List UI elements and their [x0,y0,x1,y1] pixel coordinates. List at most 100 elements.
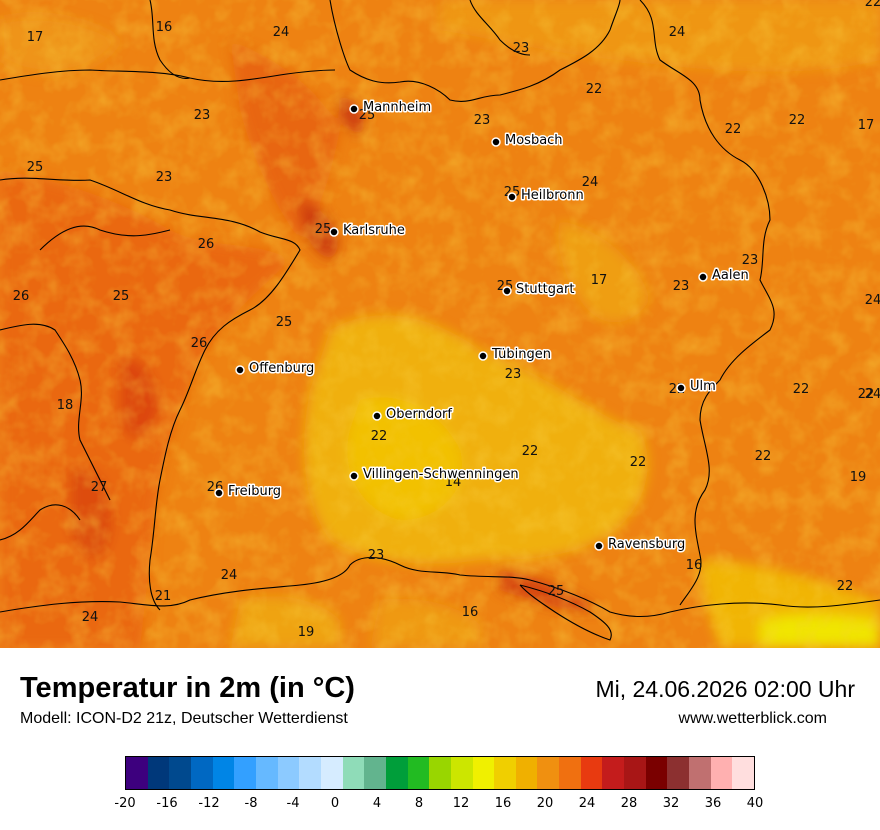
city-label: Aalen [712,268,749,283]
color-scale-segment [689,757,711,789]
city-dot [491,137,501,147]
color-scale-segment [515,757,538,789]
color-scale-segment [624,757,646,789]
temperature-label: 25 [359,108,376,123]
temperature-label: 16 [156,20,173,35]
temperature-label: 22 [725,122,742,137]
city-ravensburg: Ravensburg [594,536,687,554]
color-scale-segment [364,757,386,789]
city-mosbach: Mosbach [491,132,564,150]
color-scale-segment [212,757,235,789]
temperature-label: 16 [462,605,479,620]
color-scale-segment [320,757,343,789]
color-scale-tick-label: 20 [536,796,554,811]
color-scale-tick-label: 12 [452,796,470,811]
color-scale-tick-label: 40 [746,796,764,811]
city-heilbronn: Heilbronn [507,187,585,205]
color-scale-ticks: -20 -16 -12 -8 -4 0 4 8 12 16 20 24 28 32 36 40 [114,796,763,816]
temperature-label: 25 [113,289,130,304]
city-dot [502,286,512,296]
color-scale-segment [537,757,560,789]
color-scale-segment [234,757,256,789]
temperature-label: 22 [630,455,647,470]
map-footer: Temperatur in 2m (in °C) Modell: ICON-D2… [0,648,880,830]
city-freiburg: Freiburg [214,483,283,501]
color-scale-segment [450,757,473,789]
temperature-label: 22 [865,0,880,10]
temperature-label: 23 [673,279,690,294]
city-dot [214,488,224,498]
temperature-label: 26 [198,237,215,252]
city-mannheim: Mannheim [349,99,433,117]
color-scale-tick-label: -12 [198,796,220,811]
temperature-label: 22 [789,113,806,128]
color-scale-tick-label: 24 [578,796,596,811]
color-scale-tick-label: 8 [414,796,424,811]
temperature-label: 19 [298,625,315,640]
temperature-label: 22 [371,429,388,444]
temperature-label: 17 [27,30,44,45]
city-ulm: Ulm [676,378,717,396]
temperature-label: 23 [368,548,385,563]
city-label: Offenburg [249,361,314,376]
color-scale-segment [472,757,495,789]
city-label: Karlsruhe [343,223,405,238]
color-scale-segment [255,757,278,789]
city-t-bingen: Tübingen [478,346,553,364]
city-dot [372,411,382,421]
city-markers: Mannheim Mosbach Heilbronn Karlsruhe Stuttga… [214,99,750,554]
temperature-label: 25 [276,315,293,330]
temperature-label: 24 [865,293,880,308]
city-dot [698,272,708,282]
map-title: Temperatur in 2m (in °C) [20,672,355,704]
temperature-label: 25 [27,160,44,175]
city-dot [676,383,686,393]
color-scale-tick-label: 32 [662,796,680,811]
temperature-label: 14 [445,475,462,490]
city-label: Ulm [690,379,716,394]
temperature-label: 22 [793,382,810,397]
city-label: Tübingen [491,347,551,362]
color-scale-bar [125,756,755,790]
temperature-label: 26 [191,336,208,351]
temperature-label: 25 [548,584,565,599]
city-label: Mosbach [505,133,563,148]
temperature-label: 22 [837,579,854,594]
temperature-label: 22 [522,444,539,459]
city-label: Freiburg [228,484,281,499]
temperature-label: 26 [13,289,30,304]
temperature-label: 23 [513,41,530,56]
color-scale-segment [147,757,170,789]
color-scale-segment [710,757,733,789]
color-scale-segment [494,757,516,789]
color-scale-segment [580,757,603,789]
model-source: Modell: ICON-D2 21z, Deutscher Wetterdie… [20,710,348,727]
color-scale-segment [429,757,451,789]
temperature-label: 23 [156,170,173,185]
city-villingen-schwenningen: Villingen-Schwenningen [349,466,520,484]
color-scale-segment [190,757,213,789]
temperature-label: 23 [194,108,211,123]
website-link: www.wetterblick.com [678,710,827,727]
color-scale-segment [645,757,668,789]
city-label: Mannheim [363,100,431,115]
map-canvas: 17 16 24 23 24 22 22 17 22 25 23 23 25 23 24 26 25 25 26 25… [0,0,880,648]
temperature-label: 19 [850,470,867,485]
color-scale-segment [126,757,148,789]
color-scale-segment [667,757,690,789]
texture [0,0,880,648]
city-stuttgart: Stuttgart [502,281,576,299]
temperature-label: 24 [582,175,599,190]
color-scale-tick-label: -4 [286,796,300,811]
temperature-label: 18 [57,398,74,413]
temperature-label: 17 [858,118,875,133]
city-offenburg: Offenburg [235,360,316,378]
color-scale-segment [299,757,321,789]
temperature-label: 24 [669,25,686,40]
color-scale-segment [342,757,365,789]
color-scale-tick-label: 36 [704,796,722,811]
temperature-label: 23 [742,253,759,268]
color-scale-tick-label: 0 [330,796,340,811]
temperature-label: 16 [686,558,703,573]
temperature-label: 22 [586,82,603,97]
